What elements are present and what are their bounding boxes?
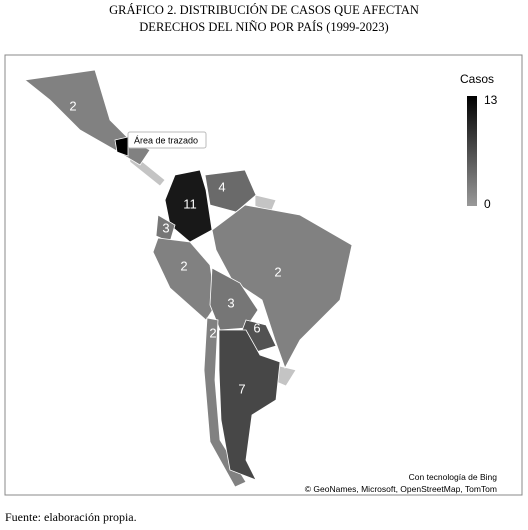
region-label: 3	[162, 220, 169, 235]
region-label: 4	[218, 179, 225, 194]
region[interactable]	[164, 169, 213, 243]
region[interactable]	[211, 204, 353, 369]
region[interactable]	[218, 329, 281, 481]
tooltip: Área de trazado	[127, 131, 207, 149]
title-line: GRÁFICO 2. DISTRIBUCIÓN DE CASOS QUE AFE…	[109, 3, 419, 17]
region-label: 2	[69, 98, 76, 113]
region-label: 3	[227, 295, 234, 310]
region-label: 2	[274, 264, 281, 279]
tooltip-text: Área de trazado	[134, 136, 198, 146]
legend-min: 0	[484, 197, 491, 211]
footer: Fuente: elaboración propia.	[5, 510, 137, 524]
region[interactable]	[204, 169, 257, 213]
title-line: DERECHOS DEL NIÑO POR PAÍS (1999-2023)	[139, 20, 388, 34]
legend-bar	[467, 96, 477, 206]
region[interactable]	[114, 136, 129, 157]
region-label: 2	[180, 258, 187, 273]
legend-title: Casos	[460, 72, 494, 86]
map-shapes	[24, 69, 353, 488]
region-label: 11	[183, 196, 197, 211]
region-label: 7	[238, 381, 245, 396]
attribution: Con tecnología de Bing	[409, 472, 498, 482]
region[interactable]	[203, 317, 247, 488]
region-label: 6	[253, 320, 260, 335]
legend-max: 13	[484, 93, 498, 107]
region-label: 2	[209, 325, 216, 340]
region[interactable]	[152, 237, 217, 321]
tooltip-box	[127, 131, 207, 149]
attribution: © GeoNames, Microsoft, OpenStreetMap, To…	[305, 484, 497, 494]
